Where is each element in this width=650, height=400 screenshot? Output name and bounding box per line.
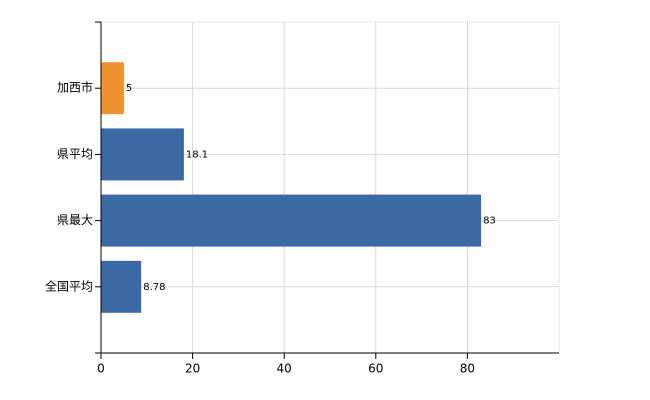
x-tick-label: 80 <box>460 362 475 376</box>
value-label: 5 <box>126 83 132 94</box>
x-tick-label: 20 <box>185 362 200 376</box>
bar <box>101 128 184 181</box>
y-tick-label: 全国平均 <box>45 278 93 293</box>
y-tick-label: 県最大 <box>57 213 93 227</box>
bar <box>101 62 124 115</box>
x-tick-label: 0 <box>97 362 105 376</box>
x-tick-label: 40 <box>277 362 292 376</box>
value-label: 18.1 <box>186 149 208 160</box>
x-tick-label: 60 <box>368 362 383 376</box>
bar <box>101 194 482 247</box>
bar <box>101 260 142 313</box>
value-label: 83 <box>483 216 496 227</box>
y-tick-label: 加西市 <box>57 80 93 95</box>
value-label: 8.78 <box>143 282 165 293</box>
y-tick-label: 県平均 <box>57 147 93 161</box>
